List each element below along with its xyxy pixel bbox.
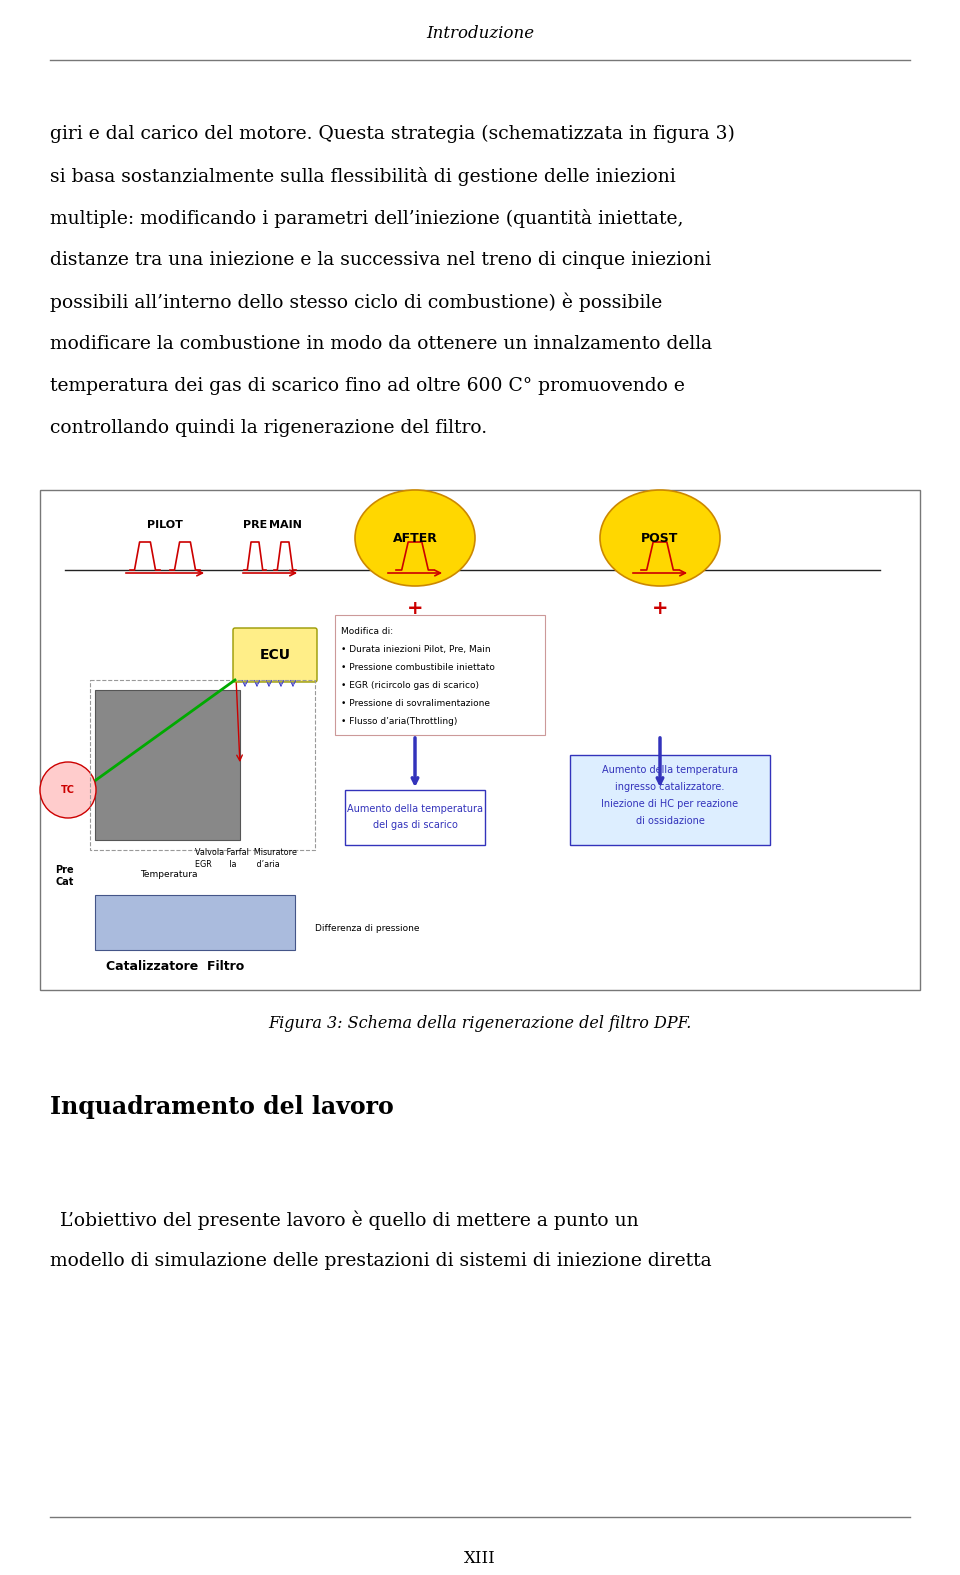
- Text: +: +: [652, 598, 668, 617]
- Text: modificare la combustione in modo da ottenere un innalzamento della: modificare la combustione in modo da ott…: [50, 335, 712, 353]
- Text: modello di simulazione delle prestazioni di sistemi di iniezione diretta: modello di simulazione delle prestazioni…: [50, 1252, 711, 1269]
- Text: • Flusso d’aria(Throttling): • Flusso d’aria(Throttling): [341, 717, 457, 726]
- Text: Temperatura: Temperatura: [140, 869, 198, 879]
- Text: ingresso catalizzatore.: ingresso catalizzatore.: [615, 783, 725, 792]
- Text: possibili all’interno dello stesso ciclo di combustione) è possibile: possibili all’interno dello stesso ciclo…: [50, 293, 662, 312]
- FancyBboxPatch shape: [233, 628, 317, 682]
- Text: Valvola Farfal  Misuratore: Valvola Farfal Misuratore: [195, 847, 297, 857]
- Ellipse shape: [600, 490, 720, 586]
- Text: PILOT: PILOT: [147, 520, 183, 531]
- Text: di ossidazione: di ossidazione: [636, 816, 705, 825]
- Text: Figura 3: Schema della rigenerazione del filtro DPF.: Figura 3: Schema della rigenerazione del…: [268, 1014, 692, 1032]
- Ellipse shape: [355, 490, 475, 586]
- Text: temperatura dei gas di scarico fino ad oltre 600 C° promuovendo e: temperatura dei gas di scarico fino ad o…: [50, 376, 684, 395]
- Text: • Durata iniezioni Pilot, Pre, Main: • Durata iniezioni Pilot, Pre, Main: [341, 646, 491, 654]
- Text: giri e dal carico del motore. Questa strategia (schematizzata in figura 3): giri e dal carico del motore. Questa str…: [50, 124, 734, 143]
- Text: Aumento della temperatura: Aumento della temperatura: [347, 803, 483, 814]
- Text: Aumento della temperatura: Aumento della temperatura: [602, 765, 738, 775]
- Text: • EGR (ricircolo gas di scarico): • EGR (ricircolo gas di scarico): [341, 680, 479, 690]
- Bar: [40, 490, 920, 991]
- Text: Introduzione: Introduzione: [426, 25, 534, 43]
- Bar: [345, 791, 485, 846]
- Text: AFTER: AFTER: [393, 531, 438, 545]
- Text: si basa sostanzialmente sulla flessibilità di gestione delle iniezioni: si basa sostanzialmente sulla flessibili…: [50, 167, 676, 186]
- Text: Catalizzatore  Filtro: Catalizzatore Filtro: [106, 961, 244, 973]
- Text: Pre
Cat: Pre Cat: [55, 865, 74, 887]
- Text: • Pressione di sovralimentazione: • Pressione di sovralimentazione: [341, 699, 490, 709]
- Text: MAIN: MAIN: [269, 520, 301, 531]
- Text: controllando quindi la rigenerazione del filtro.: controllando quindi la rigenerazione del…: [50, 419, 487, 436]
- Text: del gas di scarico: del gas di scarico: [372, 821, 457, 830]
- Text: Iniezione di HC per reazione: Iniezione di HC per reazione: [601, 799, 738, 810]
- Circle shape: [40, 762, 96, 817]
- Bar: [335, 614, 545, 736]
- Text: distanze tra una iniezione e la successiva nel treno di cinque iniezioni: distanze tra una iniezione e la successi…: [50, 250, 711, 269]
- Text: TC: TC: [61, 784, 75, 795]
- Text: • Pressione combustibile iniettato: • Pressione combustibile iniettato: [341, 663, 494, 673]
- Text: ECU: ECU: [259, 647, 291, 662]
- Bar: [95, 690, 240, 839]
- Text: +: +: [407, 598, 423, 617]
- Bar: [90, 680, 315, 850]
- Text: L’obiettivo del presente lavoro è quello di mettere a punto un: L’obiettivo del presente lavoro è quello…: [60, 1210, 638, 1230]
- Text: multiple: modificando i parametri dell’iniezione (quantità iniettate,: multiple: modificando i parametri dell’i…: [50, 209, 684, 228]
- Text: PRE: PRE: [243, 520, 267, 531]
- Text: Modifica di:: Modifica di:: [341, 627, 394, 636]
- Text: POST: POST: [641, 531, 679, 545]
- Text: Differenza di pressione: Differenza di pressione: [315, 925, 420, 932]
- Text: XIII: XIII: [464, 1550, 496, 1567]
- Bar: [95, 895, 295, 950]
- Text: Inquadramento del lavoro: Inquadramento del lavoro: [50, 1095, 394, 1118]
- Text: EGR       la        d’aria: EGR la d’aria: [195, 860, 279, 869]
- Bar: [570, 754, 770, 846]
